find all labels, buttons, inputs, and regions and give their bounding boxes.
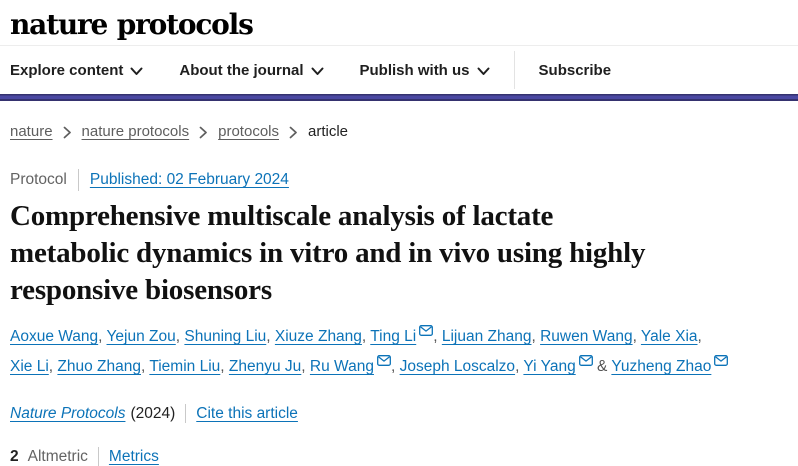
chevron-right-icon bbox=[289, 126, 298, 139]
author-link-zhuo-zhang[interactable]: Zhuo Zhang bbox=[57, 358, 141, 375]
nav-item-explore-content[interactable]: Explore content bbox=[10, 62, 143, 79]
nav-item-publish-with-us[interactable]: Publish with us bbox=[360, 62, 490, 79]
nav-item-label: Publish with us bbox=[359, 61, 470, 79]
chevron-right-icon bbox=[199, 126, 208, 139]
author-separator: , bbox=[632, 328, 641, 345]
divider bbox=[185, 404, 187, 423]
author-link-ruwen-wang[interactable]: Ruwen Wang bbox=[540, 328, 633, 345]
author-separator: , bbox=[98, 328, 107, 345]
article-title-line: metabolic dynamics in vitro and in vivo … bbox=[10, 237, 646, 269]
email-envelope-icon[interactable] bbox=[578, 347, 593, 377]
author-link-yuzheng-zhao[interactable]: Yuzheng Zhao bbox=[611, 358, 712, 375]
author-link-ru-wang[interactable]: Ru Wang bbox=[309, 358, 374, 375]
author-separator: , bbox=[433, 328, 442, 345]
journal-year: (2024) bbox=[130, 404, 176, 422]
author-link-joseph-loscalzo[interactable]: Joseph Loscalzo bbox=[399, 358, 516, 375]
author-separator: , bbox=[48, 358, 58, 375]
email-envelope-icon[interactable] bbox=[419, 317, 434, 347]
author-link-yale-xia[interactable]: Yale Xia bbox=[640, 328, 698, 345]
author-link-yejun-zou[interactable]: Yejun Zou bbox=[106, 328, 176, 345]
article-title-line: Comprehensive multiscale analysis of lac… bbox=[10, 200, 554, 232]
author-link-aoxue-wang[interactable]: Aoxue Wang bbox=[10, 328, 99, 345]
author-separator: & bbox=[592, 358, 612, 375]
journal-name-link[interactable]: Nature Protocols bbox=[10, 404, 126, 422]
author-link-ting-li[interactable]: Ting Li bbox=[370, 328, 417, 345]
nav-divider bbox=[513, 51, 515, 89]
article-header-section: nature nature protocols protocols article P… bbox=[0, 123, 798, 466]
metrics-line: 2 Altmetric Metrics bbox=[10, 447, 798, 466]
email-envelope-icon[interactable] bbox=[377, 347, 391, 377]
site-header: nature protocols Explore content About th… bbox=[0, 0, 798, 101]
chevron-down-icon bbox=[130, 67, 143, 76]
author-link-shuning-liu[interactable]: Shuning Liu bbox=[184, 328, 267, 345]
author-link-tiemin-liu[interactable]: Tiemin Liu bbox=[149, 358, 221, 375]
divider bbox=[77, 169, 79, 191]
chevron-right-icon bbox=[63, 126, 72, 139]
altmetric-label: Altmetric bbox=[27, 447, 88, 465]
author-link-zhenyu-ju[interactable]: Zhenyu Ju bbox=[228, 358, 302, 375]
breadcrumb-item-article: article bbox=[308, 123, 349, 140]
author-separator: , bbox=[515, 358, 524, 375]
author-separator: , bbox=[390, 358, 400, 375]
altmetric-count: 2 bbox=[10, 447, 19, 465]
email-envelope-icon[interactable] bbox=[714, 347, 729, 377]
article-title-line: responsive biosensors bbox=[10, 274, 272, 306]
author-separator: , bbox=[697, 328, 702, 345]
breadcrumb-item-nature-protocols[interactable]: nature protocols bbox=[81, 123, 190, 140]
article-type-label: Protocol bbox=[10, 171, 67, 188]
journal-logo[interactable]: nature protocols bbox=[10, 8, 254, 41]
nav-item-label: Explore content bbox=[10, 61, 124, 79]
author-separator: , bbox=[361, 328, 371, 345]
author-link-xiuze-zhang[interactable]: Xiuze Zhang bbox=[274, 328, 362, 345]
nav-item-about-the-journal[interactable]: About the journal bbox=[179, 61, 324, 79]
nav-item-label: About the journal bbox=[179, 61, 304, 79]
divider bbox=[97, 447, 99, 466]
metrics-link[interactable]: Metrics bbox=[108, 447, 159, 465]
nav-item-subscribe[interactable]: Subscribe bbox=[539, 62, 612, 79]
author-separator: , bbox=[266, 328, 275, 345]
published-date-link[interactable]: Published: 02 February 2024 bbox=[89, 171, 289, 188]
main-nav: Explore content About the journal Publish … bbox=[0, 46, 798, 94]
logo-row: nature protocols bbox=[0, 0, 798, 46]
author-separator: , bbox=[531, 328, 541, 345]
breadcrumb-item-protocols[interactable]: protocols bbox=[218, 123, 279, 140]
journal-citation-line: Nature Protocols (2024) Cite this articl… bbox=[10, 404, 798, 423]
author-separator: , bbox=[141, 358, 150, 375]
author-separator: , bbox=[175, 328, 185, 345]
chevron-down-icon bbox=[311, 67, 324, 76]
author-separator: , bbox=[220, 358, 229, 375]
breadcrumb-item-nature[interactable]: nature bbox=[10, 123, 53, 140]
breadcrumb: nature nature protocols protocols article bbox=[10, 123, 798, 140]
chevron-down-icon bbox=[477, 67, 490, 76]
author-link-yi-yang[interactable]: Yi Yang bbox=[523, 358, 576, 375]
brand-band bbox=[0, 94, 798, 101]
article-title: Comprehensive multiscale analysis of lac… bbox=[10, 198, 750, 309]
author-link-xie-li[interactable]: Xie Li bbox=[10, 358, 49, 375]
nav-item-label: Subscribe bbox=[538, 61, 612, 79]
author-list: Aoxue Wang, Yejun Zou, Shuning Liu, Xiuz… bbox=[10, 322, 734, 382]
author-link-lijuan-zhang[interactable]: Lijuan Zhang bbox=[441, 328, 532, 345]
publication-info-line: Protocol Published: 02 February 2024 bbox=[10, 169, 798, 191]
author-separator: , bbox=[301, 358, 310, 375]
cite-this-article-link[interactable]: Cite this article bbox=[196, 404, 298, 422]
